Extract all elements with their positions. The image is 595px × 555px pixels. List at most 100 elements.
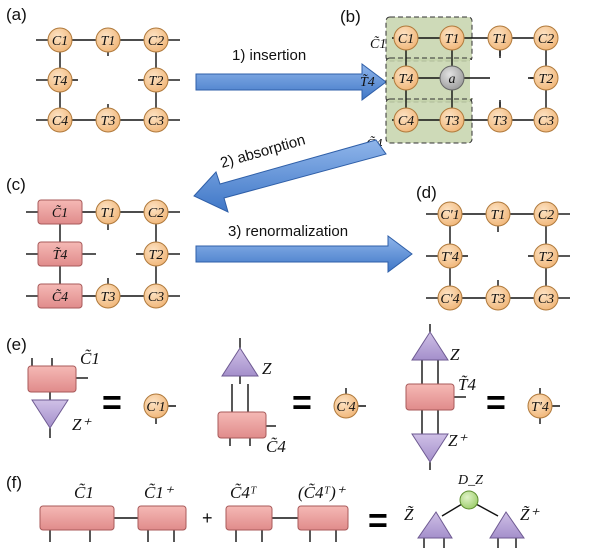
tensor-c3 [143,283,169,309]
tensor-t2 [143,241,169,267]
triangle-z-tilde-plus [489,511,525,539]
tensor-c3-label: C3 [148,290,164,305]
panel-d: (d) C'1 T1 C2 T'4 T2 C'4 T3 [416,183,570,311]
tensor-c2 [533,201,559,227]
equals-e1: = [102,384,122,422]
tensor-c1 [47,27,73,53]
tensor-c1-prime-label: C'1 [146,400,165,415]
box-c4-tilde-t-f [225,505,273,531]
tensor-c1-prime-label: C'1 [440,208,459,223]
tensor-t4 [47,67,73,93]
tensor-t4-label: T4 [53,74,68,89]
triangle-z-tilde [417,511,453,539]
panel-label-c: (c) [6,175,26,194]
panel-label-f: (f) [6,473,22,492]
tensor-t3-label: T3 [491,292,506,307]
label-c1-tilde-f: C̃1 [74,483,94,502]
tensor-c4-tilde [37,283,83,309]
tensor-c3 [533,107,559,133]
tensor-t3-label: T3 [101,114,116,129]
tensor-c2 [143,199,169,225]
equals-f: = [368,502,388,540]
tensor-t1-b [487,25,513,51]
tensor-t1 [485,201,511,227]
arrow-renormalization: 3) renormalization [195,223,413,273]
panel-label-d: (d) [416,183,437,202]
tensor-c4 [47,107,73,133]
label-c1-tilde-plus-f: C̃1⁺ [144,483,175,502]
equals-e3: = [486,384,506,422]
step-renormalization-label: 3) renormalization [228,223,348,240]
label-z-e2: Z [262,359,272,378]
box-t4-tilde [405,383,455,411]
label-z-plus-e3: Z⁺ [448,431,468,450]
panel-c: (c) C̃1 T̃4 C̃4 T1 C2 T2 T3 [6,175,180,309]
tensor-t3-label: T3 [101,290,116,305]
panel-label-e: (e) [6,335,27,354]
equals-e2: = [292,384,312,422]
box-c1-tilde-plus-f [137,505,187,531]
tensor-c4-prime [333,393,359,419]
tensor-t2-label: T2 [539,72,554,87]
panel-label-a: (a) [6,5,27,24]
tensor-t3 [485,285,511,311]
tensor-c2-label: C2 [538,32,554,47]
tensor-t3 [95,283,121,309]
tensor-c1-tilde-label: C̃1 [52,205,68,221]
tensor-a-label: a [449,72,456,87]
tensor-t2 [143,67,169,93]
tensor-c1-prime [143,393,169,419]
tensor-t2-label: T2 [149,74,164,89]
tensor-dz [459,490,479,510]
tensor-t1 [95,27,121,53]
tensor-c3-label: C3 [538,114,554,129]
tensor-c4-prime-label: C'4 [336,400,355,415]
tensor-t4-prime-label: T'4 [531,400,549,415]
tensor-c2-label: C2 [148,34,164,49]
label-t4-tilde-e: T̃4 [458,375,476,394]
panel-a: (a) C1 T1 C2 T4 T2 C4 [6,5,180,133]
tensor-c3 [533,285,559,311]
tensor-t4-label: T4 [399,72,414,87]
tensor-c3-label: C3 [538,292,554,307]
tensor-t1 [95,199,121,225]
tensor-c4-tilde-label: C̃4 [52,289,68,305]
tensor-t2 [533,65,559,91]
tensor-t2-label: T2 [149,248,164,263]
box-c4-tilde [217,411,267,439]
label-z-e3: Z [450,345,460,364]
tensor-a [439,65,465,91]
tensor-t3 [439,107,465,133]
tensor-t2-label: T2 [539,250,554,265]
triangle-z-plus [31,399,69,429]
tensor-c4 [393,107,419,133]
panel-e: (e) C̃1 Z⁺ = C'1 Z C̃4 = C'4 [6,324,560,470]
tensor-c2 [533,25,559,51]
triangle-z-plus-e3 [411,433,449,463]
tensor-c4-prime [437,285,463,311]
label-t4-tilde: T̃4 [360,74,375,90]
label-c4-tilde-e: C̃4 [266,437,286,456]
tensor-c1-tilde [37,199,83,225]
triangle-z [221,347,259,377]
tensor-t4-prime-label: T'4 [441,250,459,265]
tensor-t1-label: T1 [101,34,116,49]
tensor-t3-label: T3 [445,114,460,129]
tensor-t1 [439,25,465,51]
tensor-c3-label: C3 [148,114,164,129]
label-c1-tilde-e: C̃1 [80,349,100,368]
label-c4-tilde-t-plus-f: (C̃4ᵀ)⁺ [298,483,347,502]
tensor-t4-prime [527,393,553,419]
tensor-c4-label: C4 [52,114,68,129]
panel-b: (b) C̃1 T̃4 C̃4 C1 T1 T1 C2 [340,7,559,152]
triangle-z-e3 [411,331,449,361]
box-c4-tilde-t-plus-f [297,505,349,531]
arrow-insertion: 1) insertion [195,47,387,101]
box-c1-tilde [27,365,77,393]
tensor-c4-prime-label: C'4 [440,292,459,307]
box-c1-tilde-f [39,505,115,531]
plus-sign: + [202,508,213,528]
tensor-c2 [143,27,169,53]
tensor-t3-b [487,107,513,133]
label-z-tilde-plus-f: Z̃⁺ [520,505,540,524]
